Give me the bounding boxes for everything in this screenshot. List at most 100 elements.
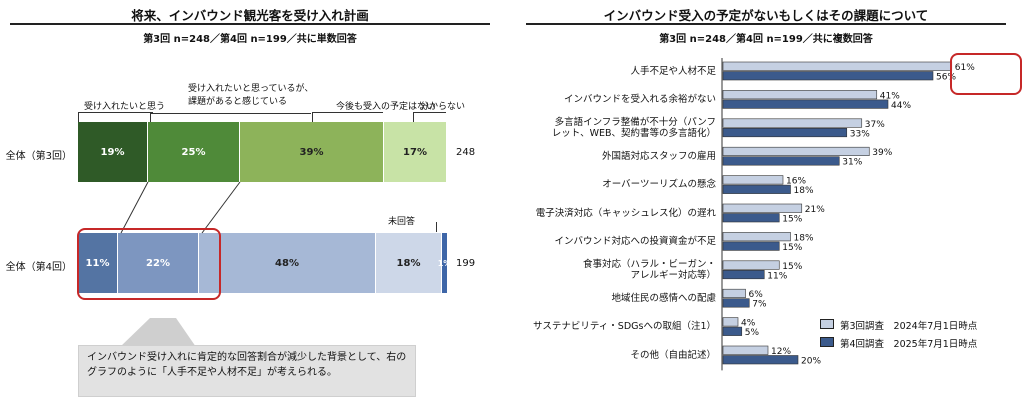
hbar-value-label: 31%	[842, 158, 862, 168]
stacked-segment: 19%	[78, 122, 148, 182]
stacked-segment-value: 25%	[181, 146, 206, 158]
hbar-value-label: 16%	[786, 177, 806, 187]
stacked-segment-value: 19%	[100, 146, 125, 158]
left-caption-no-plan: 今後も受入の予定はない	[336, 102, 436, 112]
hbar-bar-round4	[722, 184, 791, 194]
legend-swatch-round4	[820, 337, 834, 347]
hbar-svg: 61%56%41%44%37%33%39%31%16%18%21%15%18%1…	[721, 58, 975, 371]
hbar-value-label: 15%	[782, 215, 802, 225]
hbar-category-label: 食事対応（ハラル・ビーガン・ アレルギー対応等）	[582, 258, 716, 281]
hbar-value-label: 20%	[801, 357, 821, 367]
hbar-value-label: 44%	[891, 101, 911, 111]
left-caption-accept-issue-text: 受け入れたいと思っているが、 課題があると感じている	[188, 84, 314, 107]
hbar-value-label: 61%	[955, 63, 975, 73]
right-title-rule	[526, 23, 1006, 25]
hbar-bar-round4	[722, 99, 889, 109]
hbar-bar-round4	[722, 355, 799, 365]
row-label-round3: 全体（第3回）	[5, 151, 72, 162]
no-answer-label: 未回答	[388, 217, 416, 227]
right-chart-subtitle: 第3回 n=248／第4回 n=199／共に複数回答	[659, 34, 873, 45]
stacked-segment: 17%	[384, 122, 447, 182]
hbar-category-label: 地域住民の感情への配慮	[611, 292, 716, 304]
stacked-segment: 25%	[148, 122, 240, 182]
stacked-segment-value: 11%	[85, 257, 110, 269]
row-label-round4: 全体（第4回）	[5, 262, 72, 273]
hbar-value-label: 6%	[749, 290, 764, 300]
left-caption-bracket	[150, 113, 311, 123]
hbar-bar-round4	[722, 270, 765, 280]
legend-label-round3: 第3回調査 2024年7月1日時点	[840, 321, 978, 332]
hbar-bar-round4	[722, 298, 750, 308]
hbar-bar-round3	[722, 345, 769, 355]
hbar-bar-round3	[722, 203, 803, 213]
hbar-bar-round3	[722, 260, 780, 270]
hbar-category-label: その他（自由記述）	[630, 349, 716, 361]
left-caption-bracket	[413, 112, 446, 123]
left-caption-accept: 受け入れたいと思う	[84, 102, 166, 112]
hbar-value-label: 37%	[865, 120, 885, 130]
hbar-bar-round3	[722, 175, 784, 185]
stacked-segment-value: 22%	[146, 257, 170, 269]
hbar-bar-round4	[722, 156, 840, 166]
no-answer-pointer	[436, 222, 437, 232]
stacked-bar-round4: 11% 22% 48% 18% 1%	[78, 233, 451, 293]
hbar-value-label: 11%	[767, 271, 787, 281]
left-chart-title: 将来、インバウンド観光客を受け入れ計画	[131, 8, 369, 23]
hbar-category-label: サステナビリティ・SDGsへの取組（注1）	[533, 321, 716, 333]
hbar-bar-round3	[722, 288, 746, 298]
legend-swatch-round3	[820, 319, 834, 329]
hbar-bar-round4	[722, 71, 934, 81]
highlight-round4-accept	[77, 228, 221, 300]
highlight-labor-shortage	[950, 53, 1022, 95]
hbar-value-label: 12%	[771, 347, 791, 357]
legend-label-round4: 第4回調査 2025年7月1日時点	[840, 339, 978, 350]
stacked-segment-value: 1%	[437, 258, 452, 268]
row-total-round4: 199	[456, 258, 476, 269]
hbar-value-label: 18%	[794, 233, 814, 243]
hbar-value-label: 33%	[850, 129, 870, 139]
hbar-value-label: 41%	[880, 91, 900, 101]
stacked-segment: 1%	[438, 233, 451, 293]
left-caption-unknown: 分からない	[420, 102, 466, 112]
hbar-bar-round3	[722, 61, 953, 71]
hbar-bar-round4	[722, 213, 780, 223]
hbar-bar-round3	[722, 118, 863, 128]
stacked-segment-value: 48%	[275, 257, 299, 269]
hbar-bar-round3	[722, 90, 878, 100]
hbar-value-label: 15%	[782, 262, 802, 272]
left-chart-subtitle: 第3回 n=248／第4回 n=199／共に単数回答	[143, 34, 357, 45]
stacked-segment-value: 39%	[299, 146, 324, 158]
hbar-category-label: 電子決済対応（キャッシュレス化）の遅れ	[535, 207, 716, 219]
left-title-rule	[10, 23, 490, 25]
note-box: インバウンド受け入れに肯定的な回答割合が減少した背景として、右のグラフのように「…	[78, 345, 416, 397]
stacked-bar-round3: 19% 25% 39% 17%	[78, 122, 447, 182]
hbar-value-label: 39%	[872, 148, 892, 158]
hbar-value-label: 7%	[752, 300, 767, 310]
stacked-segment: 48%	[199, 233, 376, 293]
stacked-segment-value: 17%	[403, 146, 427, 158]
hbar-category-label: 多言語インフラ整備が不十分（パンフ レット、WEB、契約書等の多言語化）	[551, 116, 716, 139]
hbar-bar-round4	[722, 128, 848, 138]
hbar-bar-round3	[722, 232, 791, 242]
note-text: インバウンド受け入れに肯定的な回答割合が減少した背景として、右のグラフのように「…	[87, 352, 407, 378]
hbar-bar-round3	[722, 317, 739, 327]
stacked-segment: 18%	[376, 233, 442, 293]
hbar-category-label: 人手不足や人材不足	[630, 65, 716, 77]
row-total-round3: 248	[456, 147, 476, 158]
hbar-category-label: インバウンドを受入れる余裕がない	[563, 93, 716, 105]
stacked-segment: 22%	[118, 233, 199, 293]
left-caption-bracket	[78, 112, 153, 123]
stacked-segment: 39%	[240, 122, 384, 182]
hbar-value-label: 21%	[805, 205, 825, 215]
hbar-category-label: インバウンド対応への投資資金が不足	[554, 235, 716, 247]
hbar-value-label: 4%	[741, 319, 756, 329]
hbar-value-label: 5%	[745, 328, 760, 338]
left-caption-bracket	[312, 112, 383, 123]
hbar-bar-round4	[722, 241, 780, 251]
hbar-category-label: オーバーツーリズムの懸念	[602, 179, 716, 191]
right-chart-title: インバウンド受入の予定がないもしくはその課題について	[603, 8, 929, 23]
hbar-value-label: 18%	[794, 186, 814, 196]
hbar-bar-round3	[722, 146, 870, 156]
stacked-segment-value: 18%	[396, 257, 421, 269]
hbar-value-label: 15%	[782, 243, 802, 253]
